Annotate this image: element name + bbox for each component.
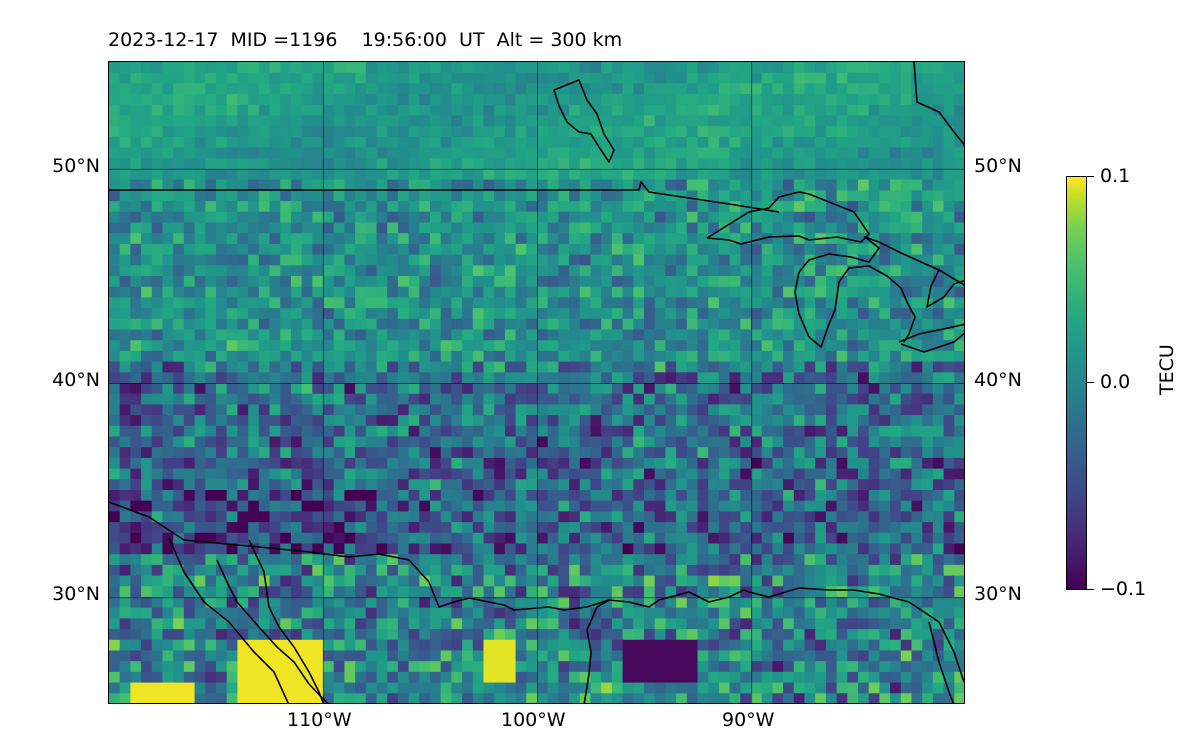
- map-gridlines: [109, 62, 964, 703]
- lon-label-90w: 90°W: [722, 709, 775, 731]
- coastline-segment: [109, 501, 770, 611]
- coastline-segment: [583, 599, 610, 703]
- colorbar-min-label: −0.1: [1100, 578, 1147, 600]
- coastline-segment: [794, 265, 916, 348]
- tec-map: [109, 62, 964, 703]
- lon-label-110w: 110°W: [287, 709, 352, 731]
- coastline-segment: [109, 181, 780, 213]
- lon-label-100w: 100°W: [501, 709, 566, 731]
- coastline-segment: [928, 621, 955, 703]
- lat-label-30n-left: 30°N: [52, 583, 100, 605]
- coastline-segment: [248, 539, 325, 703]
- lat-label-30n-right: 30°N: [974, 583, 1022, 605]
- lat-label-40n-right: 40°N: [974, 369, 1022, 391]
- lat-label-40n-left: 40°N: [52, 369, 100, 391]
- coastline-segment: [913, 62, 964, 146]
- lat-label-50n-right: 50°N: [974, 155, 1022, 177]
- colorbar-mid-label: 0.0: [1100, 371, 1131, 393]
- lat-label-50n-left: 50°N: [52, 155, 100, 177]
- coastline-segment: [216, 559, 329, 703]
- tec-field: [109, 62, 964, 703]
- colorbar-tick-mid: [1087, 382, 1094, 384]
- map-panel: [108, 61, 965, 704]
- coastline-segment: [900, 332, 964, 353]
- coastline-segment: [168, 537, 289, 703]
- map-title: 2023-12-17 MID =1196 19:56:00 UT Alt = 3…: [108, 29, 623, 51]
- coastline-segment: [926, 269, 964, 308]
- colorbar-tick-max: [1087, 176, 1094, 178]
- coastline-segment: [768, 587, 964, 683]
- coastline-segment: [898, 323, 964, 343]
- coastline-segment: [553, 79, 615, 163]
- coastlines: [109, 62, 964, 703]
- colorbar-tick-min: [1087, 589, 1094, 591]
- colorbar-unit-label: TECU: [1156, 344, 1178, 395]
- coastline-segment: [798, 236, 964, 286]
- colorbar-max-label: 0.1: [1100, 165, 1131, 187]
- colorbar: [1066, 176, 1087, 590]
